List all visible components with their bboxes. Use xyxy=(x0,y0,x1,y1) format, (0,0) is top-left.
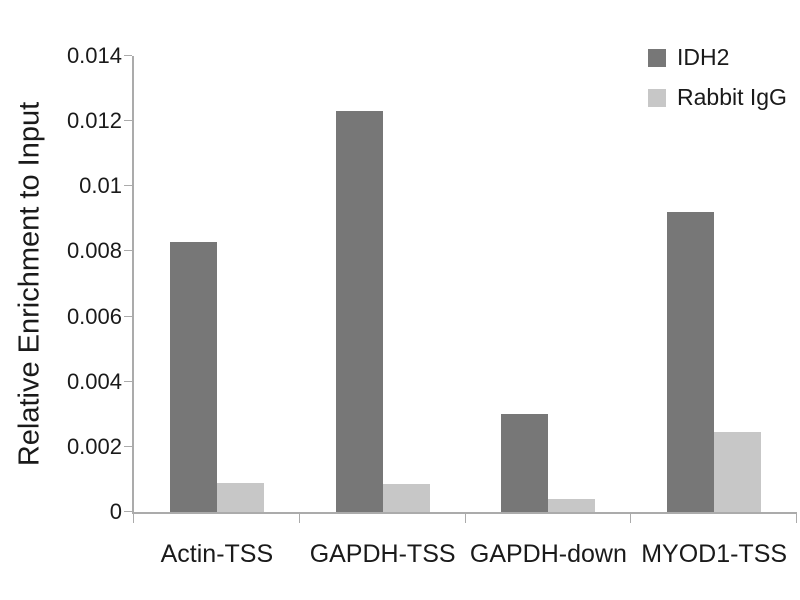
bar-idh2-myod1-tss xyxy=(667,212,715,512)
x-tick-mark xyxy=(133,514,134,523)
y-tick-label: 0.006 xyxy=(66,303,122,329)
y-tick-mark xyxy=(124,250,132,252)
bar-rabbit-igg-myod1-tss xyxy=(714,432,762,512)
y-tick-mark xyxy=(124,185,132,187)
y-tick-mark xyxy=(124,120,132,122)
y-tick-label: 0.002 xyxy=(66,433,122,459)
legend-label-rabbit-igg: Rabbit IgG xyxy=(677,84,787,110)
y-tick-label: 0.004 xyxy=(66,368,122,394)
bar-idh2-gapdh-down xyxy=(501,414,549,512)
x-axis-line xyxy=(132,512,797,514)
y-tick-mark xyxy=(124,55,132,56)
bar-rabbit-igg-actin-tss xyxy=(216,483,264,512)
x-tick-mark xyxy=(796,514,797,523)
y-axis-line xyxy=(132,56,134,512)
bar-idh2-gapdh-tss xyxy=(335,111,383,512)
y-tick-label: 0 xyxy=(109,499,122,524)
y-tick-mark xyxy=(124,315,132,317)
legend: IDH2 Rabbit IgG xyxy=(648,44,787,124)
x-tick-mark xyxy=(298,514,300,523)
y-tick-label: 0.008 xyxy=(66,238,122,264)
y-tick-label: 0.01 xyxy=(79,173,122,199)
y-tick-label: 0.012 xyxy=(66,108,122,134)
bar-rabbit-igg-gapdh-tss xyxy=(382,484,430,512)
y-axis-title: Relative Enrichment to Input xyxy=(13,101,46,467)
y-tick-mark xyxy=(124,445,132,447)
y-tick-label: 0.014 xyxy=(66,43,122,68)
legend-item-rabbit-igg: Rabbit IgG xyxy=(648,84,787,111)
x-category-label-actin-tss: Actin-TSS xyxy=(160,540,274,568)
x-tick-mark xyxy=(630,514,632,523)
legend-swatch-rabbit-igg xyxy=(648,88,666,107)
x-category-label-gapdh-down: GAPDH-down xyxy=(469,540,627,568)
x-tick-mark xyxy=(464,514,466,523)
legend-item-idh2: IDH2 xyxy=(648,44,787,71)
bar-idh2-actin-tss xyxy=(169,242,217,512)
bar-rabbit-igg-gapdh-down xyxy=(548,499,596,512)
y-tick-mark xyxy=(124,511,132,512)
legend-label-idh2: IDH2 xyxy=(677,44,730,70)
x-category-label-gapdh-tss: GAPDH-TSS xyxy=(309,540,456,568)
x-category-label-myod1-tss: MYOD1-TSS xyxy=(641,540,788,568)
y-tick-mark xyxy=(124,380,132,382)
legend-swatch-idh2 xyxy=(648,48,666,67)
